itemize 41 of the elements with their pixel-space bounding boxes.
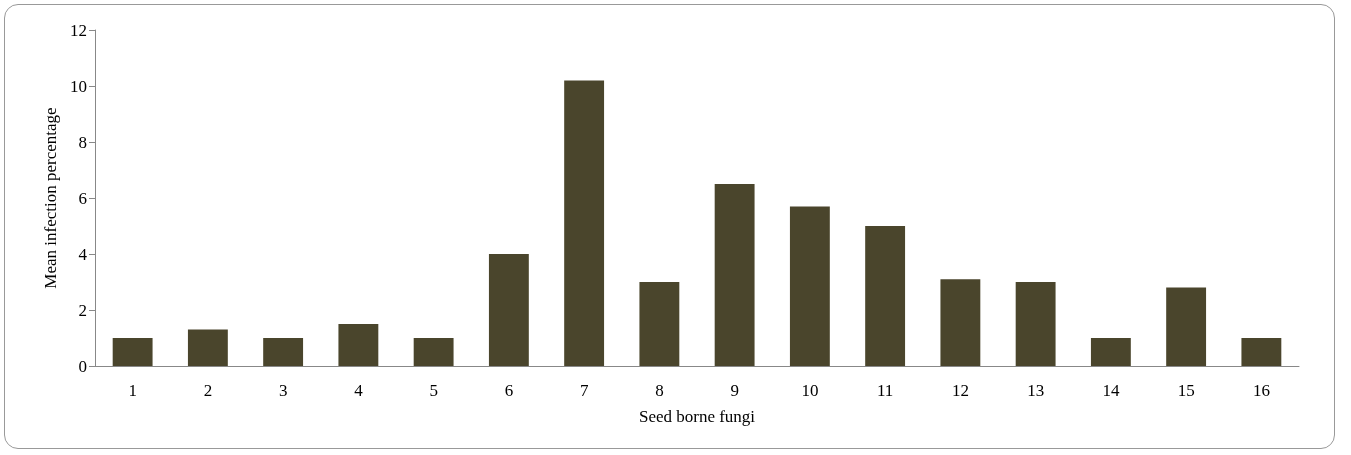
y-tick-label: 6 xyxy=(78,188,87,208)
x-tick-label: 8 xyxy=(655,381,664,400)
x-tick-label: 15 xyxy=(1177,381,1195,400)
bar xyxy=(187,329,228,366)
bar xyxy=(865,226,906,366)
x-tick-label: 10 xyxy=(801,381,819,400)
bar xyxy=(338,324,379,366)
x-tick-label: 6 xyxy=(504,381,514,400)
x-tick-label: 13 xyxy=(1027,381,1045,400)
x-tick-label: 12 xyxy=(951,381,969,400)
x-tick-label: 3 xyxy=(278,381,288,400)
bar xyxy=(940,279,981,366)
y-tick-label: 12 xyxy=(70,20,87,40)
x-tick-label: 5 xyxy=(429,381,438,400)
x-tick-label: 9 xyxy=(730,381,739,400)
bar xyxy=(112,338,153,366)
x-tick-label: 7 xyxy=(579,381,589,400)
y-tick-label: 4 xyxy=(78,244,88,264)
x-tick-label: 1 xyxy=(128,381,137,400)
bar xyxy=(789,206,830,366)
bar xyxy=(1241,338,1282,366)
y-tick-label: 0 xyxy=(78,356,87,376)
bar xyxy=(413,338,454,366)
y-tick-label: 10 xyxy=(70,76,87,96)
bar xyxy=(1015,282,1056,366)
x-tick-label: 4 xyxy=(354,381,364,400)
bar xyxy=(1090,338,1131,366)
y-tick-label: 8 xyxy=(78,132,87,152)
bar xyxy=(1166,287,1207,366)
bar xyxy=(714,184,755,366)
x-tick-label: 11 xyxy=(876,381,894,400)
x-tick-label: 14 xyxy=(1102,381,1120,400)
bar xyxy=(564,80,605,366)
y-tick-label: 2 xyxy=(78,300,87,320)
bar xyxy=(263,338,304,366)
y-axis-title: Mean infection percentage xyxy=(41,107,61,289)
bar xyxy=(488,254,529,366)
x-axis-title: Seed borne fungi xyxy=(638,407,756,426)
x-tick-label: 16 xyxy=(1252,381,1270,400)
x-tick-label: 2 xyxy=(203,381,213,400)
bar xyxy=(639,282,680,366)
